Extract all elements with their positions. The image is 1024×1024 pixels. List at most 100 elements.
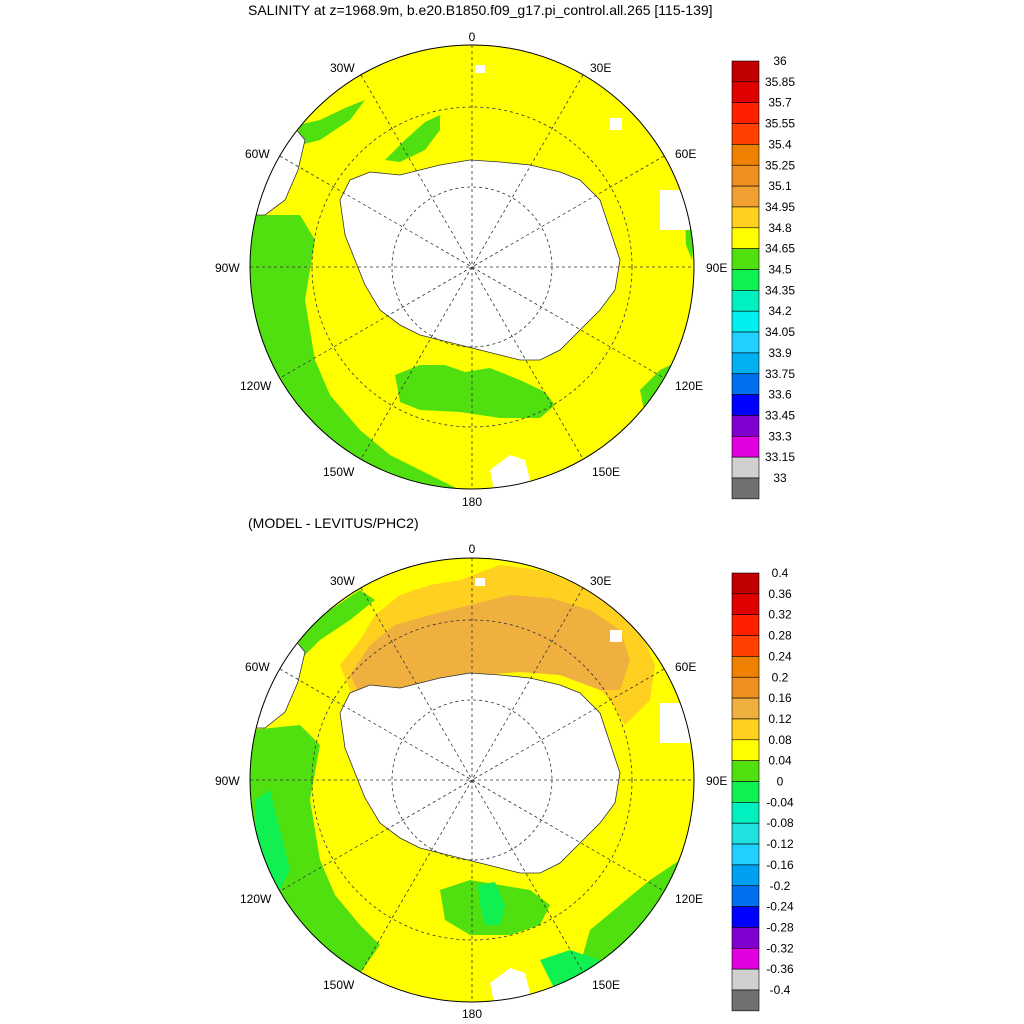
colorbar-label: -0.32 [766, 941, 794, 955]
colorbar-swatch [731, 676, 760, 699]
colorbar-swatch [731, 947, 760, 970]
colorbar-label: 34.5 [768, 263, 792, 277]
colorbar-label: 0.08 [768, 733, 792, 747]
colorbar-swatch [731, 102, 760, 124]
colorbar-swatch [731, 593, 760, 615]
gap [475, 65, 485, 73]
gap [610, 630, 622, 642]
colorbar-swatch [731, 572, 760, 595]
field-green-nw [298, 100, 365, 145]
lon-label-90w: 90W [215, 261, 240, 275]
lon-label-150w: 150W [323, 978, 355, 992]
colorbar-label: 0.4 [772, 566, 789, 580]
colorbar-swatch [731, 697, 760, 720]
lon-label-120w: 120W [240, 379, 272, 393]
colorbar-swatch [731, 227, 760, 249]
lon-label-0: 0 [469, 542, 476, 556]
colorbar-label: 34.95 [765, 200, 795, 214]
lon-label-120w: 120W [240, 892, 272, 906]
lon-label-60w: 60W [245, 147, 270, 161]
graticule [250, 45, 694, 489]
colorbar-label: 0 [777, 775, 784, 789]
colorbar-label: 34.2 [768, 304, 792, 318]
lon-labels: 0 30E 60E 90E 120E 150E 180 150W 120W 90… [215, 542, 727, 1021]
colorbar-swatch [731, 415, 760, 437]
panel-title: SALINITY at z=1968.9m, b.e20.B1850.f09_g… [248, 2, 713, 18]
gap [660, 703, 690, 743]
lon-label-30e: 30E [590, 574, 611, 588]
colorbar-swatch [731, 614, 760, 636]
colorbar-label: 0.16 [768, 691, 792, 705]
colorbar-label: 34.8 [768, 221, 792, 235]
colorbar-swatch [731, 310, 760, 333]
colorbar-label: 0.04 [768, 754, 792, 768]
colorbar-label: 33.9 [768, 346, 792, 360]
lon-label-30e: 30E [590, 61, 611, 75]
colorbar-swatch [731, 989, 760, 1012]
lon-label-180: 180 [462, 1007, 482, 1021]
colorbar-label: 34.65 [765, 242, 795, 256]
lon-label-90w: 90W [215, 774, 240, 788]
lon-label-30w: 30W [330, 574, 355, 588]
colorbar-label: 33.15 [765, 450, 795, 464]
land-antarctica [339, 159, 621, 361]
field-green-ross [395, 365, 555, 418]
colorbar-swatch [731, 739, 760, 761]
land-antarctica [339, 672, 621, 874]
colorbar-label: 35.1 [768, 179, 792, 193]
map-boundary [249, 557, 695, 1003]
colorbar-difference: 0.4 0.36 0.32 0.28 0.24 0.2 0.16 0.12 0.08 0.04 0 -… [731, 566, 794, 1012]
colorbar-swatch [731, 60, 760, 83]
colorbar-label: 0.28 [768, 629, 792, 643]
lon-labels: 0 30E 60E 90E 120E 150E 180 150W 120W 90… [215, 30, 727, 509]
lon-label-60w: 60W [245, 660, 270, 674]
colorbar-label: 0.12 [768, 712, 792, 726]
colorbar-swatch [731, 456, 760, 479]
colorbar-label: -0.08 [766, 816, 794, 830]
colorbar-salinity: 36 35.85 35.7 35.55 35.4 35.25 35.1 34.95 34.8 34… [731, 54, 795, 500]
lon-label-180: 180 [462, 495, 482, 509]
lon-label-120e: 120E [675, 379, 703, 393]
colorbar-swatch [731, 864, 760, 887]
colorbar-label: -0.12 [766, 837, 794, 851]
panel-salinity: SALINITY at z=1968.9m, b.e20.B1850.f09_g… [215, 2, 795, 509]
colorbar-swatch [731, 123, 760, 145]
colorbar-swatch [731, 352, 760, 375]
colorbar-swatch [731, 718, 760, 741]
gap [475, 578, 485, 586]
colorbar-label: 35.7 [768, 96, 792, 110]
colorbar-swatch [731, 435, 760, 458]
colorbar-swatch [731, 968, 760, 991]
colorbar-label: -0.2 [770, 879, 791, 893]
colorbar-swatch [731, 906, 760, 928]
panel-difference: (MODEL - LEVITUS/PHC2) [215, 515, 794, 1021]
colorbar-label: -0.4 [770, 983, 791, 997]
colorbar-swatch [731, 144, 760, 166]
colorbar-label: 34.05 [765, 325, 795, 339]
colorbar-swatch [731, 885, 760, 907]
colorbar-swatch [731, 927, 760, 949]
colorbar-label: 0.32 [768, 608, 792, 622]
panel-title: (MODEL - LEVITUS/PHC2) [248, 515, 419, 531]
colorbar-label: 35.85 [765, 75, 795, 89]
colorbar-label: 0.2 [772, 670, 789, 684]
field-green-east [580, 860, 690, 980]
colorbar-label: 0.36 [768, 587, 792, 601]
colorbar-swatch [731, 802, 760, 824]
colorbar-swatch [731, 290, 760, 312]
colorbar-swatch [731, 822, 760, 845]
lon-label-90e: 90E [706, 261, 727, 275]
colorbar-swatch [731, 760, 760, 782]
lon-label-90e: 90E [706, 774, 727, 788]
field-green-30w [385, 115, 440, 162]
lon-label-30w: 30W [330, 61, 355, 75]
colorbar-swatch [731, 394, 760, 416]
colorbar-label: 36 [773, 54, 787, 68]
colorbar-label: 0.24 [768, 649, 792, 663]
colorbar-swatch [731, 477, 760, 500]
colorbar-swatch [731, 164, 760, 187]
colorbar-label: -0.16 [766, 858, 794, 872]
lon-label-150e: 150E [592, 978, 620, 992]
lon-label-0: 0 [469, 30, 476, 44]
